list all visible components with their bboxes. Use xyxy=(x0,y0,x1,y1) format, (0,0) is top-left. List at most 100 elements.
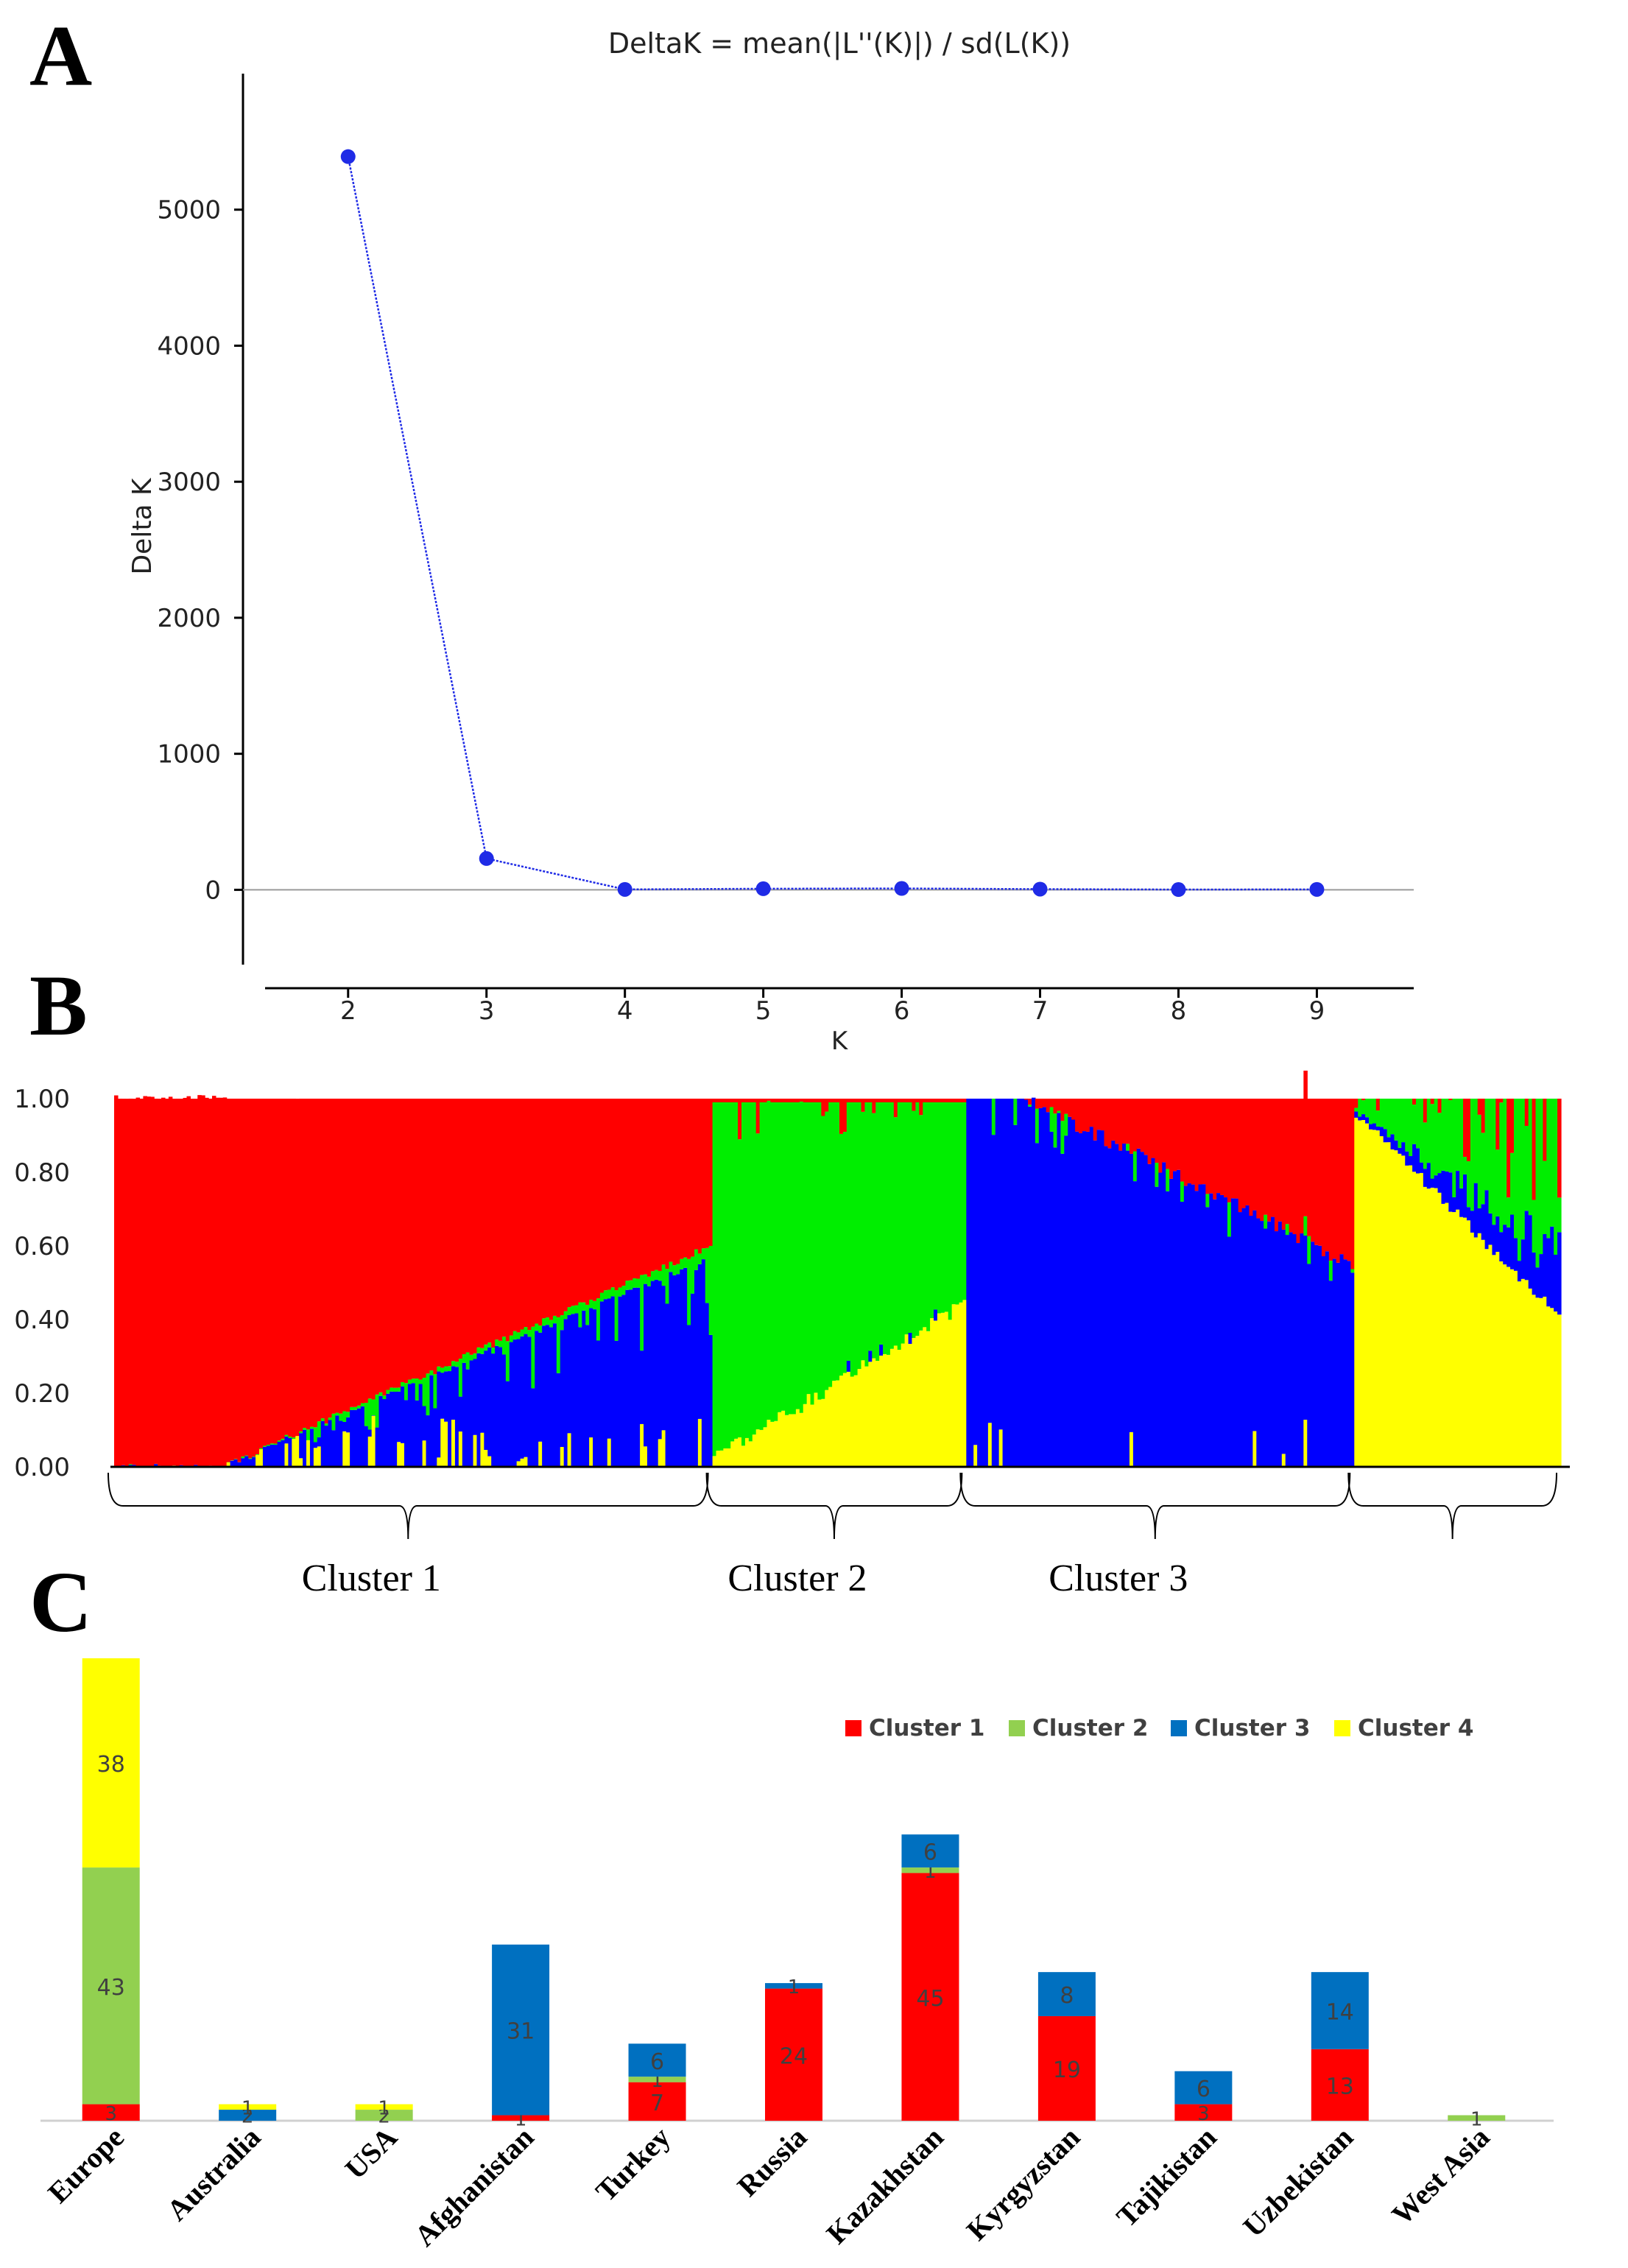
structure-segment xyxy=(1314,1099,1319,1245)
structure-segment xyxy=(705,1303,710,1467)
structure-segment xyxy=(1028,1105,1032,1107)
structure-segment xyxy=(317,1099,322,1422)
deltak-point xyxy=(755,881,771,896)
structure-segment xyxy=(995,1099,1000,1467)
structure-segment xyxy=(1223,1099,1228,1198)
structure-segment xyxy=(1060,1153,1065,1467)
structure-segment xyxy=(546,1099,550,1318)
structure-segment xyxy=(1057,1110,1061,1113)
structure-segment xyxy=(744,1099,750,1102)
country-bar-value: 8 xyxy=(1060,1983,1074,2009)
structure-segment xyxy=(730,1099,735,1102)
structure-segment xyxy=(1539,1297,1543,1467)
structure-segment xyxy=(1314,1244,1319,1467)
structure-segment xyxy=(454,1099,459,1362)
structure-y-tick-label: 0.60 xyxy=(14,1232,70,1261)
structure-segment xyxy=(1430,1187,1435,1467)
structure-segment xyxy=(1281,1099,1286,1230)
structure-segment xyxy=(1510,1214,1515,1269)
structure-segment xyxy=(998,1429,1004,1467)
structure-segment xyxy=(1053,1099,1058,1114)
structure-segment xyxy=(1053,1147,1058,1467)
structure-segment xyxy=(1361,1100,1366,1115)
structure-segment xyxy=(669,1272,674,1467)
structure-segment xyxy=(524,1457,529,1467)
cluster-brace xyxy=(959,1472,1351,1540)
structure-segment xyxy=(1311,1099,1315,1242)
structure-segment xyxy=(694,1249,699,1270)
country-bar-segment xyxy=(1311,1972,1369,2049)
structure-segment xyxy=(367,1429,373,1437)
structure-segment xyxy=(324,1426,329,1467)
structure-segment xyxy=(1470,1232,1475,1467)
structure-segment xyxy=(661,1099,666,1265)
deltak-x-tick-label: 3 xyxy=(479,996,495,1026)
structure-segment xyxy=(390,1391,394,1467)
structure-segment xyxy=(781,1410,786,1467)
structure-segment xyxy=(1303,1236,1308,1420)
structure-segment xyxy=(498,1340,503,1348)
structure-segment xyxy=(1035,1108,1040,1144)
structure-segment xyxy=(342,1421,347,1431)
structure-segment xyxy=(610,1296,616,1467)
structure-segment xyxy=(828,1387,833,1467)
structure-segment xyxy=(484,1099,488,1345)
structure-segment xyxy=(1448,1100,1453,1173)
structure-segment xyxy=(1343,1259,1348,1467)
structure-segment xyxy=(360,1406,365,1467)
structure-segment xyxy=(360,1099,365,1404)
structure-segment xyxy=(567,1099,572,1308)
structure-segment xyxy=(1064,1099,1068,1114)
structure-segment xyxy=(970,1099,974,1467)
structure-segment xyxy=(1499,1261,1504,1467)
structure-segment xyxy=(850,1099,855,1102)
structure-y-tick-label: 0.20 xyxy=(14,1379,70,1409)
structure-segment xyxy=(908,1332,913,1344)
structure-segment xyxy=(759,1429,764,1467)
structure-segment xyxy=(1241,1099,1247,1208)
structure-segment xyxy=(183,1097,188,1467)
cluster-label: Cluster 1 xyxy=(302,1557,441,1599)
structure-segment xyxy=(1488,1213,1493,1245)
structure-segment xyxy=(618,1296,623,1467)
structure-segment xyxy=(484,1449,488,1467)
structure-segment xyxy=(342,1411,347,1422)
structure-segment xyxy=(1405,1151,1409,1166)
structure-segment xyxy=(1151,1158,1156,1467)
structure-segment xyxy=(1532,1295,1537,1467)
structure-segment xyxy=(407,1379,412,1384)
structure-segment xyxy=(574,1305,579,1314)
structure-segment xyxy=(313,1442,318,1448)
structure-segment xyxy=(1205,1194,1210,1208)
structure-segment xyxy=(1532,1252,1537,1295)
structure-segment xyxy=(701,1099,706,1249)
structure-segment xyxy=(919,1115,923,1331)
structure-segment xyxy=(1155,1163,1159,1187)
structure-segment xyxy=(1488,1244,1493,1467)
structure-segment xyxy=(397,1442,401,1467)
structure-segment xyxy=(1252,1099,1257,1211)
structure-segment xyxy=(375,1427,380,1467)
structure-segment xyxy=(1375,1130,1381,1467)
structure-segment xyxy=(1524,1126,1529,1211)
structure-segment xyxy=(687,1099,691,1259)
legend-label: Cluster 1 xyxy=(869,1715,984,1742)
structure-segment xyxy=(1216,1099,1221,1194)
cluster-brace xyxy=(705,1472,963,1540)
structure-segment xyxy=(915,1102,920,1336)
structure-segment xyxy=(269,1099,275,1444)
structure-segment xyxy=(1499,1099,1504,1103)
structure-segment xyxy=(1361,1099,1366,1101)
structure-segment xyxy=(712,1099,717,1102)
structure-segment xyxy=(734,1099,739,1102)
structure-segment xyxy=(386,1099,390,1390)
structure-segment xyxy=(1321,1256,1326,1467)
structure-segment xyxy=(1459,1188,1464,1217)
structure-segment xyxy=(139,1099,144,1467)
structure-segment xyxy=(795,1099,800,1102)
structure-segment xyxy=(817,1102,822,1400)
structure-segment xyxy=(375,1394,380,1428)
structure-segment xyxy=(1350,1272,1355,1467)
structure-segment xyxy=(1466,1220,1471,1467)
structure-segment xyxy=(1024,1099,1029,1467)
